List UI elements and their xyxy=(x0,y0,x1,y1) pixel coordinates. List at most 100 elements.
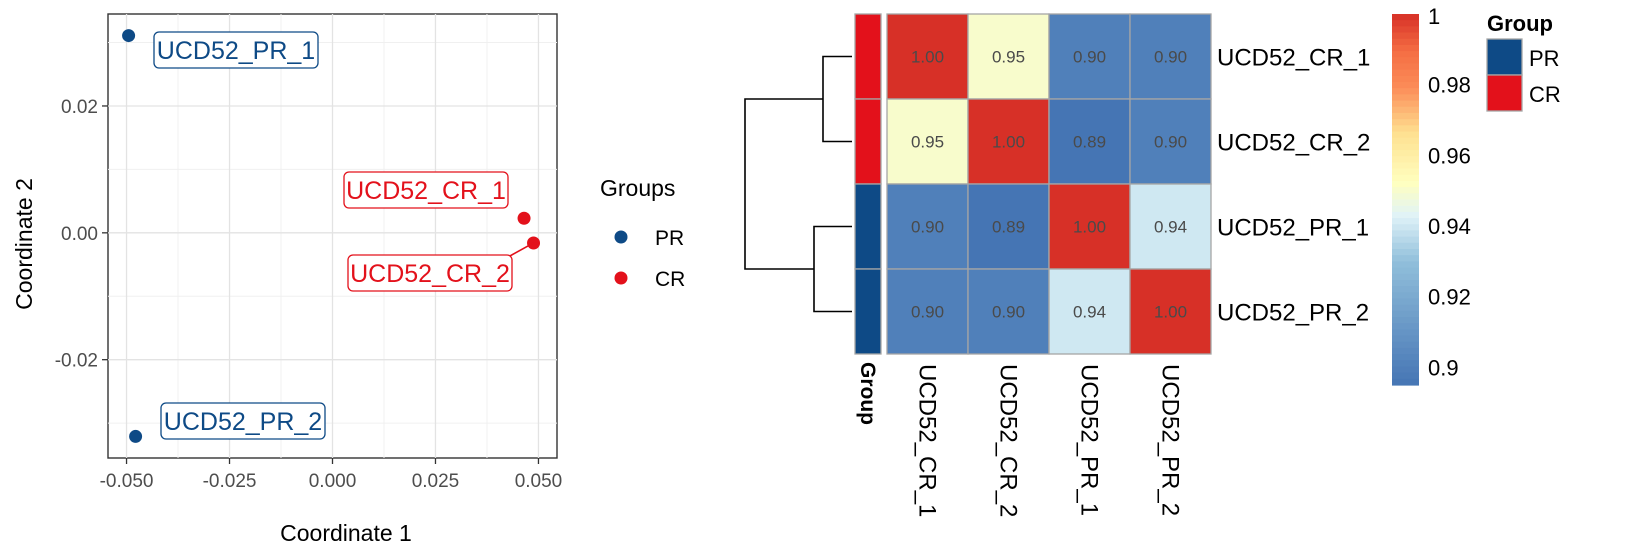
data-point xyxy=(129,429,143,443)
heatmap-cell-value: 0.90 xyxy=(911,218,944,237)
heatmap-cell-value: 0.90 xyxy=(992,303,1025,322)
colorbar-band xyxy=(1392,273,1419,281)
colorbar-band xyxy=(1392,335,1419,343)
colorbar-band xyxy=(1392,366,1419,374)
colorbar-band xyxy=(1392,69,1419,77)
heatmap-cell-value: 1.00 xyxy=(911,48,944,67)
heatmap-cell: 0.95 xyxy=(886,98,969,185)
x-tick-label: 0.050 xyxy=(515,471,563,492)
annotation-legend-label: CR xyxy=(1529,82,1561,107)
heatmap-cell: 1.00 xyxy=(886,13,969,100)
heatmap-cell-value: 0.90 xyxy=(1154,133,1187,152)
colorbar-band xyxy=(1392,316,1419,324)
colorbar-band xyxy=(1392,14,1419,21)
colorbar-band xyxy=(1392,341,1419,349)
x-axis-label: Coordinate 1 xyxy=(280,520,412,546)
colorbar-tick-label: 0.98 xyxy=(1428,73,1471,98)
heatmap-cell: 0.90 xyxy=(1129,98,1212,185)
heatmap-row-label: UCD52_CR_2 xyxy=(1217,130,1370,157)
colorbar-band xyxy=(1392,44,1419,52)
colorbar-band xyxy=(1392,156,1419,163)
colorbar-band xyxy=(1392,199,1419,207)
annotation-cell xyxy=(854,98,882,185)
heatmap-cell: 1.00 xyxy=(1048,183,1131,270)
heatmap-cells: 1.00 0.95 0.90 0.90 0.95 1.00 0.89 0.90 0.90 0.89… xyxy=(886,13,1212,355)
colorbar-band xyxy=(1392,57,1419,65)
heatmap-cell-rect xyxy=(886,183,969,270)
colorbar-band xyxy=(1392,310,1419,318)
heatmap-column-label: UCD52_CR_1 xyxy=(914,364,941,517)
colorbar-band xyxy=(1392,125,1419,133)
heatmap-cell: 0.90 xyxy=(1048,13,1131,100)
colorbar-tick-label: 0.96 xyxy=(1428,143,1471,168)
heatmap-cell: 0.94 xyxy=(1048,268,1131,355)
colorbar-band xyxy=(1392,193,1419,201)
colorbar-band xyxy=(1392,211,1419,219)
colorbar-band xyxy=(1392,218,1419,225)
heatmap-cell: 0.94 xyxy=(1129,183,1212,270)
legend-title: Groups xyxy=(600,175,675,201)
colorbar-band xyxy=(1392,323,1419,330)
x-tick-label: -0.025 xyxy=(203,471,257,492)
heatmap-cell-value: 0.90 xyxy=(911,303,944,322)
colorbar-band xyxy=(1392,354,1419,361)
colorbar-band xyxy=(1392,32,1419,40)
colorbar-band xyxy=(1392,279,1419,287)
legend-key xyxy=(614,230,628,244)
colorbar-band xyxy=(1392,378,1419,386)
point-label-box xyxy=(153,31,319,69)
colorbar-band xyxy=(1392,94,1419,102)
y-tick-label: 0.00 xyxy=(61,224,98,245)
row-dendrogram xyxy=(744,55,852,313)
annotation-legend-key xyxy=(1486,38,1523,76)
point-label-text: UCD52_CR_2 xyxy=(350,260,510,288)
colorbar-band xyxy=(1392,88,1419,95)
data-point xyxy=(122,29,136,43)
heatmap-cell-value: 1.00 xyxy=(1073,218,1106,237)
heatmap-cell: 0.89 xyxy=(1048,98,1131,185)
dendrogram-branch xyxy=(822,55,852,143)
colorbar-band xyxy=(1392,304,1419,312)
colorbar-band xyxy=(1392,51,1419,58)
colorbar-band xyxy=(1392,248,1419,256)
y-tick-label: 0.02 xyxy=(61,97,98,118)
heatmap-cell: 0.95 xyxy=(967,13,1050,100)
heatmap-cell-value: 0.90 xyxy=(1073,48,1106,67)
heatmap-column-label: UCD52_PR_1 xyxy=(1076,364,1103,516)
heatmap-cell-rect xyxy=(967,268,1050,355)
heatmap-row-label: UCD52_PR_2 xyxy=(1217,300,1369,327)
annotation-axis-label: Group xyxy=(856,362,879,425)
annotation-legend-key xyxy=(1486,74,1523,112)
heatmap-column-label: UCD52_PR_2 xyxy=(1157,364,1184,516)
colorbar-band xyxy=(1392,100,1419,108)
point-label-text: UCD52_CR_1 xyxy=(346,177,506,205)
colorbar-band xyxy=(1392,180,1419,188)
point-label-box xyxy=(347,254,513,292)
colorbar-tick-label: 0.92 xyxy=(1428,285,1471,310)
heatmap-cell-rect xyxy=(886,268,969,355)
heatmap-cell-value: 0.90 xyxy=(1154,48,1187,67)
x-tick-label: 0.000 xyxy=(309,471,357,492)
colorbar-band xyxy=(1392,174,1419,182)
scatter-ticks: -0.050 -0.025 0.000 0.025 0.050 -0.02 0.00 0.02 xyxy=(55,97,563,492)
heatmap-cell: 1.00 xyxy=(1129,268,1212,355)
colorbar-band xyxy=(1392,82,1419,89)
colorbar-band xyxy=(1392,38,1419,46)
heatmap-column-label: UCD52_CR_2 xyxy=(995,364,1022,517)
point-label: UCD52_CR_1 xyxy=(343,171,509,209)
point-label-box xyxy=(160,402,326,440)
heatmap-cell-rect xyxy=(1048,183,1131,270)
colorbar-band xyxy=(1392,26,1419,34)
heatmap-cell-rect xyxy=(1129,13,1212,100)
annotation-legend-title: Group xyxy=(1487,11,1553,36)
colorbar-band xyxy=(1392,143,1419,151)
heatmap-cell-rect xyxy=(1048,13,1131,100)
dendrogram-branch xyxy=(744,98,823,270)
colorbar-band xyxy=(1392,205,1419,213)
heatmap-cell-value: 0.95 xyxy=(992,48,1025,67)
legend-key xyxy=(614,271,628,285)
group-annotation-bar: Group xyxy=(854,13,882,425)
heatmap-cell: 0.90 xyxy=(1129,13,1212,100)
colorbar-band xyxy=(1392,347,1419,355)
